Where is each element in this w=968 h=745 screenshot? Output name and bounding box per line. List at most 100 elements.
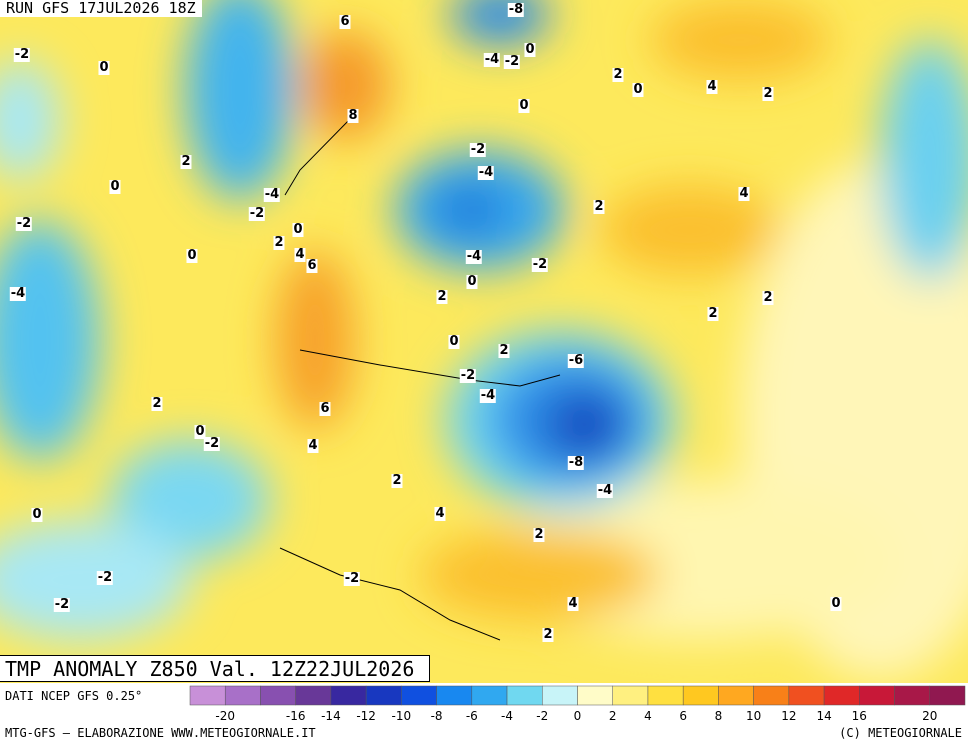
- colorbar-swatch: [577, 685, 613, 706]
- contour-label: 2: [180, 154, 192, 169]
- colorbar-label: 0: [573, 709, 582, 723]
- colorbar-label: 16: [851, 709, 867, 723]
- colorbar-swatch: [682, 685, 719, 706]
- colorbar-label: 6: [679, 709, 687, 723]
- contour-label: 4: [738, 186, 750, 201]
- colorbar-label: -20: [215, 709, 236, 723]
- colorbar-swatch: [929, 685, 966, 706]
- contour-label: 4: [706, 79, 718, 94]
- contour-label: 2: [542, 627, 554, 642]
- contour-label: -2: [15, 216, 33, 231]
- contour-label: 2: [436, 289, 448, 304]
- contour-label: 0: [194, 424, 206, 439]
- contour-label: 4: [434, 506, 446, 521]
- contour-label: 0: [109, 179, 121, 194]
- contour-label: -2: [503, 54, 521, 69]
- colorbar-label: 8: [714, 709, 723, 723]
- contour-label: 6: [319, 401, 331, 416]
- colorbar-swatch: [224, 685, 261, 706]
- contour-label: 2: [498, 343, 510, 358]
- contour-label: 2: [762, 290, 774, 305]
- colorbar-label: 2: [608, 709, 617, 723]
- colorbar-label: -16: [285, 709, 306, 723]
- colorbar-swatch: [647, 685, 684, 706]
- colorbar-swatch: [788, 685, 825, 706]
- contour-label: -4: [477, 165, 495, 180]
- contour-label: -4: [596, 483, 614, 498]
- colorbar-label: 14: [816, 709, 832, 723]
- contour-label: 6: [306, 258, 318, 273]
- map: [0, 0, 968, 683]
- contour-label: -6: [567, 353, 585, 368]
- map-title: TMP ANOMALY Z850 Val. 12Z22JUL2026: [0, 655, 430, 682]
- contour-label: -2: [13, 47, 31, 62]
- contour-label: -2: [248, 206, 266, 221]
- colorbar-swatch: [330, 685, 367, 706]
- contour-label: -4: [263, 187, 281, 202]
- contour-label: -4: [479, 388, 497, 403]
- contour-label: 0: [466, 274, 478, 289]
- contour-label: -2: [531, 257, 549, 272]
- colorbar-label: -8: [430, 709, 443, 723]
- contour-label: 0: [448, 334, 460, 349]
- colorbar: [189, 685, 966, 706]
- contour-label: -2: [203, 436, 221, 451]
- contour-label: -2: [53, 597, 71, 612]
- colorbar-swatch: [401, 685, 437, 706]
- colorbar-swatch: [365, 685, 402, 706]
- colorbar-label: -4: [501, 709, 514, 723]
- contour-label: 2: [612, 67, 624, 82]
- colorbar-swatch: [753, 685, 790, 706]
- colorbar-label: -6: [465, 709, 478, 723]
- colorbar-swatch: [859, 685, 895, 706]
- colorbar-label: -2: [536, 709, 549, 723]
- contour-label: 0: [632, 82, 644, 97]
- colorbar-label: 12: [781, 709, 797, 723]
- contour-label: 0: [186, 248, 198, 263]
- colorbar-swatch: [471, 685, 508, 706]
- colorbar-swatch: [718, 685, 754, 706]
- contour-label: 2: [593, 199, 605, 214]
- colorbar-label: 10: [745, 709, 762, 723]
- colorbar-swatch: [506, 685, 543, 706]
- contour-label: 8: [347, 108, 359, 123]
- contour-label: 2: [707, 306, 719, 321]
- colorbar-swatch: [612, 685, 649, 706]
- source: DATI NCEP GFS 0.25°: [5, 689, 143, 703]
- contour-label: 0: [98, 60, 110, 75]
- colorbar-swatch: [295, 685, 332, 706]
- footer-right: (C) METEOGIORNALE: [839, 726, 962, 740]
- contour-label: 0: [524, 42, 536, 57]
- colorbar-swatch: [542, 685, 578, 706]
- contour-label: -4: [9, 286, 27, 301]
- colorbar-label: -10: [391, 709, 412, 723]
- run-label: RUN GFS 17JUL2026 18Z: [0, 0, 202, 17]
- contour-label: 0: [292, 222, 304, 237]
- footer-left: MTG-GFS – ELABORAZIONE WWW.METEOGIORNALE…: [5, 726, 316, 740]
- contour-label: -8: [507, 2, 525, 17]
- colorbar-swatch: [894, 685, 931, 706]
- contour-label: -2: [459, 368, 477, 383]
- contour-label: -2: [96, 570, 114, 585]
- colorbar-label: 20: [922, 709, 938, 723]
- contour-label: 0: [31, 507, 43, 522]
- contour-label: 0: [518, 98, 530, 113]
- contour-label: 4: [294, 247, 306, 262]
- colorbar-label: -12: [356, 709, 376, 723]
- contour-label: 2: [762, 86, 774, 101]
- contour-label: -2: [343, 571, 361, 586]
- colorbar-label: -14: [321, 709, 341, 723]
- colorbar-swatch: [436, 685, 473, 706]
- colorbar-swatch: [823, 685, 860, 706]
- contour-label: -4: [465, 249, 483, 264]
- contour-label: 2: [151, 396, 163, 411]
- contour-label: 0: [830, 596, 842, 611]
- contour-label: 2: [273, 235, 285, 250]
- contour-label: 2: [391, 473, 403, 488]
- contour-label: 2: [533, 527, 545, 542]
- colorbar-label: 4: [644, 709, 652, 723]
- contour-label: -2: [469, 142, 487, 157]
- colorbar-swatch: [260, 685, 296, 706]
- contour-label: -8: [567, 455, 585, 470]
